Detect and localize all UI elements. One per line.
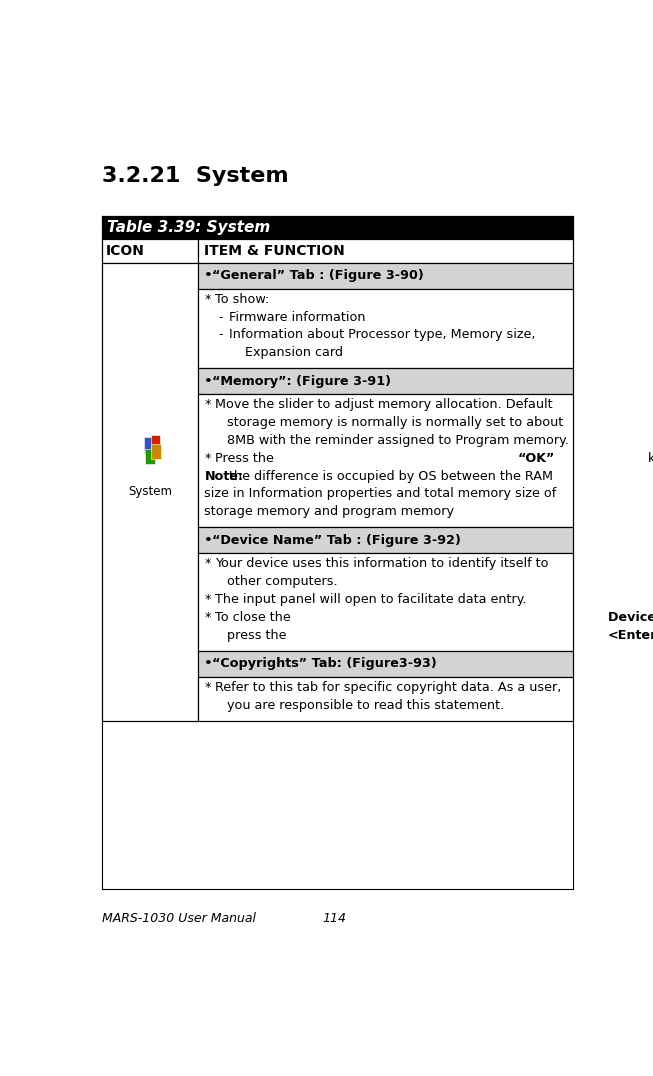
Bar: [102, 263, 199, 721]
Text: 8MB with the reminder assigned to Program memory.: 8MB with the reminder assigned to Progra…: [215, 434, 568, 447]
Point: [195, 362, 202, 374]
Point: [569, 521, 577, 534]
Bar: [199, 553, 573, 651]
Text: *: *: [204, 557, 211, 570]
Point: [195, 387, 202, 400]
Text: Your device uses this information to identify itself to: Your device uses this information to ide…: [215, 557, 548, 570]
Text: *: *: [204, 611, 211, 624]
Text: -: -: [219, 311, 223, 324]
Bar: [199, 263, 573, 288]
Point: [195, 645, 202, 657]
Text: ICON: ICON: [106, 244, 145, 258]
Point: [569, 282, 577, 295]
Point: [569, 362, 577, 374]
Text: System: System: [128, 485, 172, 498]
Point: [195, 521, 202, 534]
Text: key on the Keypad.: key on the Keypad.: [645, 452, 653, 465]
Text: storage memory and program memory: storage memory and program memory: [204, 506, 454, 519]
Text: press the: press the: [215, 628, 290, 641]
Text: To close the: To close the: [215, 611, 295, 624]
Text: *: *: [204, 681, 211, 694]
Text: *: *: [204, 398, 211, 411]
Text: Move the slider to adjust memory allocation. Default: Move the slider to adjust memory allocat…: [215, 398, 552, 411]
Text: •: •: [204, 657, 213, 670]
Point: [195, 232, 202, 245]
Bar: [199, 288, 573, 368]
Point: [195, 521, 202, 534]
Bar: [199, 394, 573, 527]
Text: Refer to this tab for specific copyright data. As a user,: Refer to this tab for specific copyright…: [215, 681, 561, 694]
Text: you are responsible to read this statement.: you are responsible to read this stateme…: [215, 698, 504, 711]
Text: “General” Tab : (Figure 3-90): “General” Tab : (Figure 3-90): [212, 269, 423, 282]
Point: [195, 670, 202, 683]
Text: Firmware information: Firmware information: [229, 311, 365, 324]
Point: [569, 547, 577, 560]
Bar: [199, 239, 573, 263]
Text: •: •: [204, 374, 213, 387]
Point: [195, 670, 202, 683]
Text: •: •: [204, 534, 213, 547]
Point: [195, 362, 202, 374]
Bar: [145, 449, 155, 465]
Point: [195, 362, 202, 374]
Text: Device Name: Device Name: [608, 611, 653, 624]
Text: storage memory is normally is normally set to about: storage memory is normally is normally s…: [215, 416, 563, 429]
Point: [195, 282, 202, 295]
Text: To show:: To show:: [215, 293, 269, 306]
Point: [569, 670, 577, 683]
Text: ITEM & FUNCTION: ITEM & FUNCTION: [204, 244, 345, 258]
Text: “OK”: “OK”: [517, 452, 554, 465]
Point: [195, 256, 202, 269]
Point: [569, 645, 577, 657]
Point: [195, 714, 202, 727]
Text: other computers.: other computers.: [215, 576, 337, 589]
Text: Table 3.39: System: Table 3.39: System: [107, 221, 270, 236]
Bar: [199, 677, 573, 721]
Text: “Device Name” Tab : (Figure 3-92): “Device Name” Tab : (Figure 3-92): [212, 534, 460, 547]
Bar: [102, 239, 199, 263]
Text: *: *: [204, 593, 211, 606]
Text: MARS-1030 User Manual: MARS-1030 User Manual: [102, 912, 256, 925]
Text: Information about Processor type, Memory size,: Information about Processor type, Memory…: [229, 328, 535, 341]
Point: [195, 547, 202, 560]
Bar: [144, 437, 153, 453]
Point: [195, 714, 202, 727]
Point: [195, 387, 202, 400]
Point: [195, 282, 202, 295]
Point: [195, 521, 202, 534]
Text: the difference is occupied by OS between the RAM: the difference is occupied by OS between…: [229, 469, 552, 483]
Bar: [199, 527, 573, 553]
Point: [195, 670, 202, 683]
Bar: [199, 651, 573, 677]
Text: *: *: [204, 293, 211, 306]
Text: *: *: [204, 452, 211, 465]
Text: <Enter>: <Enter>: [608, 628, 653, 641]
Point: [195, 645, 202, 657]
Text: •: •: [204, 269, 213, 282]
Bar: [199, 368, 573, 394]
Text: size in Information properties and total memory size of: size in Information properties and total…: [204, 487, 556, 500]
Text: 114: 114: [323, 912, 347, 925]
Text: “Memory”: (Figure 3-91): “Memory”: (Figure 3-91): [212, 374, 390, 387]
Point: [195, 256, 202, 269]
Point: [195, 645, 202, 657]
Point: [569, 714, 577, 727]
Point: [98, 714, 106, 727]
Point: [569, 387, 577, 400]
Text: Press the: Press the: [215, 452, 278, 465]
Point: [195, 547, 202, 560]
Point: [195, 547, 202, 560]
Point: [195, 387, 202, 400]
Text: “Copyrights” Tab: (Figure3-93): “Copyrights” Tab: (Figure3-93): [212, 657, 436, 670]
Text: 3.2.21  System: 3.2.21 System: [102, 167, 289, 186]
Bar: [151, 444, 161, 459]
Text: Note:: Note:: [204, 469, 244, 483]
Text: -: -: [219, 328, 223, 341]
Text: Expansion card: Expansion card: [229, 346, 343, 359]
Bar: [102, 216, 573, 239]
Point: [195, 282, 202, 295]
Point: [195, 714, 202, 727]
Bar: [151, 435, 160, 450]
Text: The input panel will open to facilitate data entry.: The input panel will open to facilitate …: [215, 593, 526, 606]
